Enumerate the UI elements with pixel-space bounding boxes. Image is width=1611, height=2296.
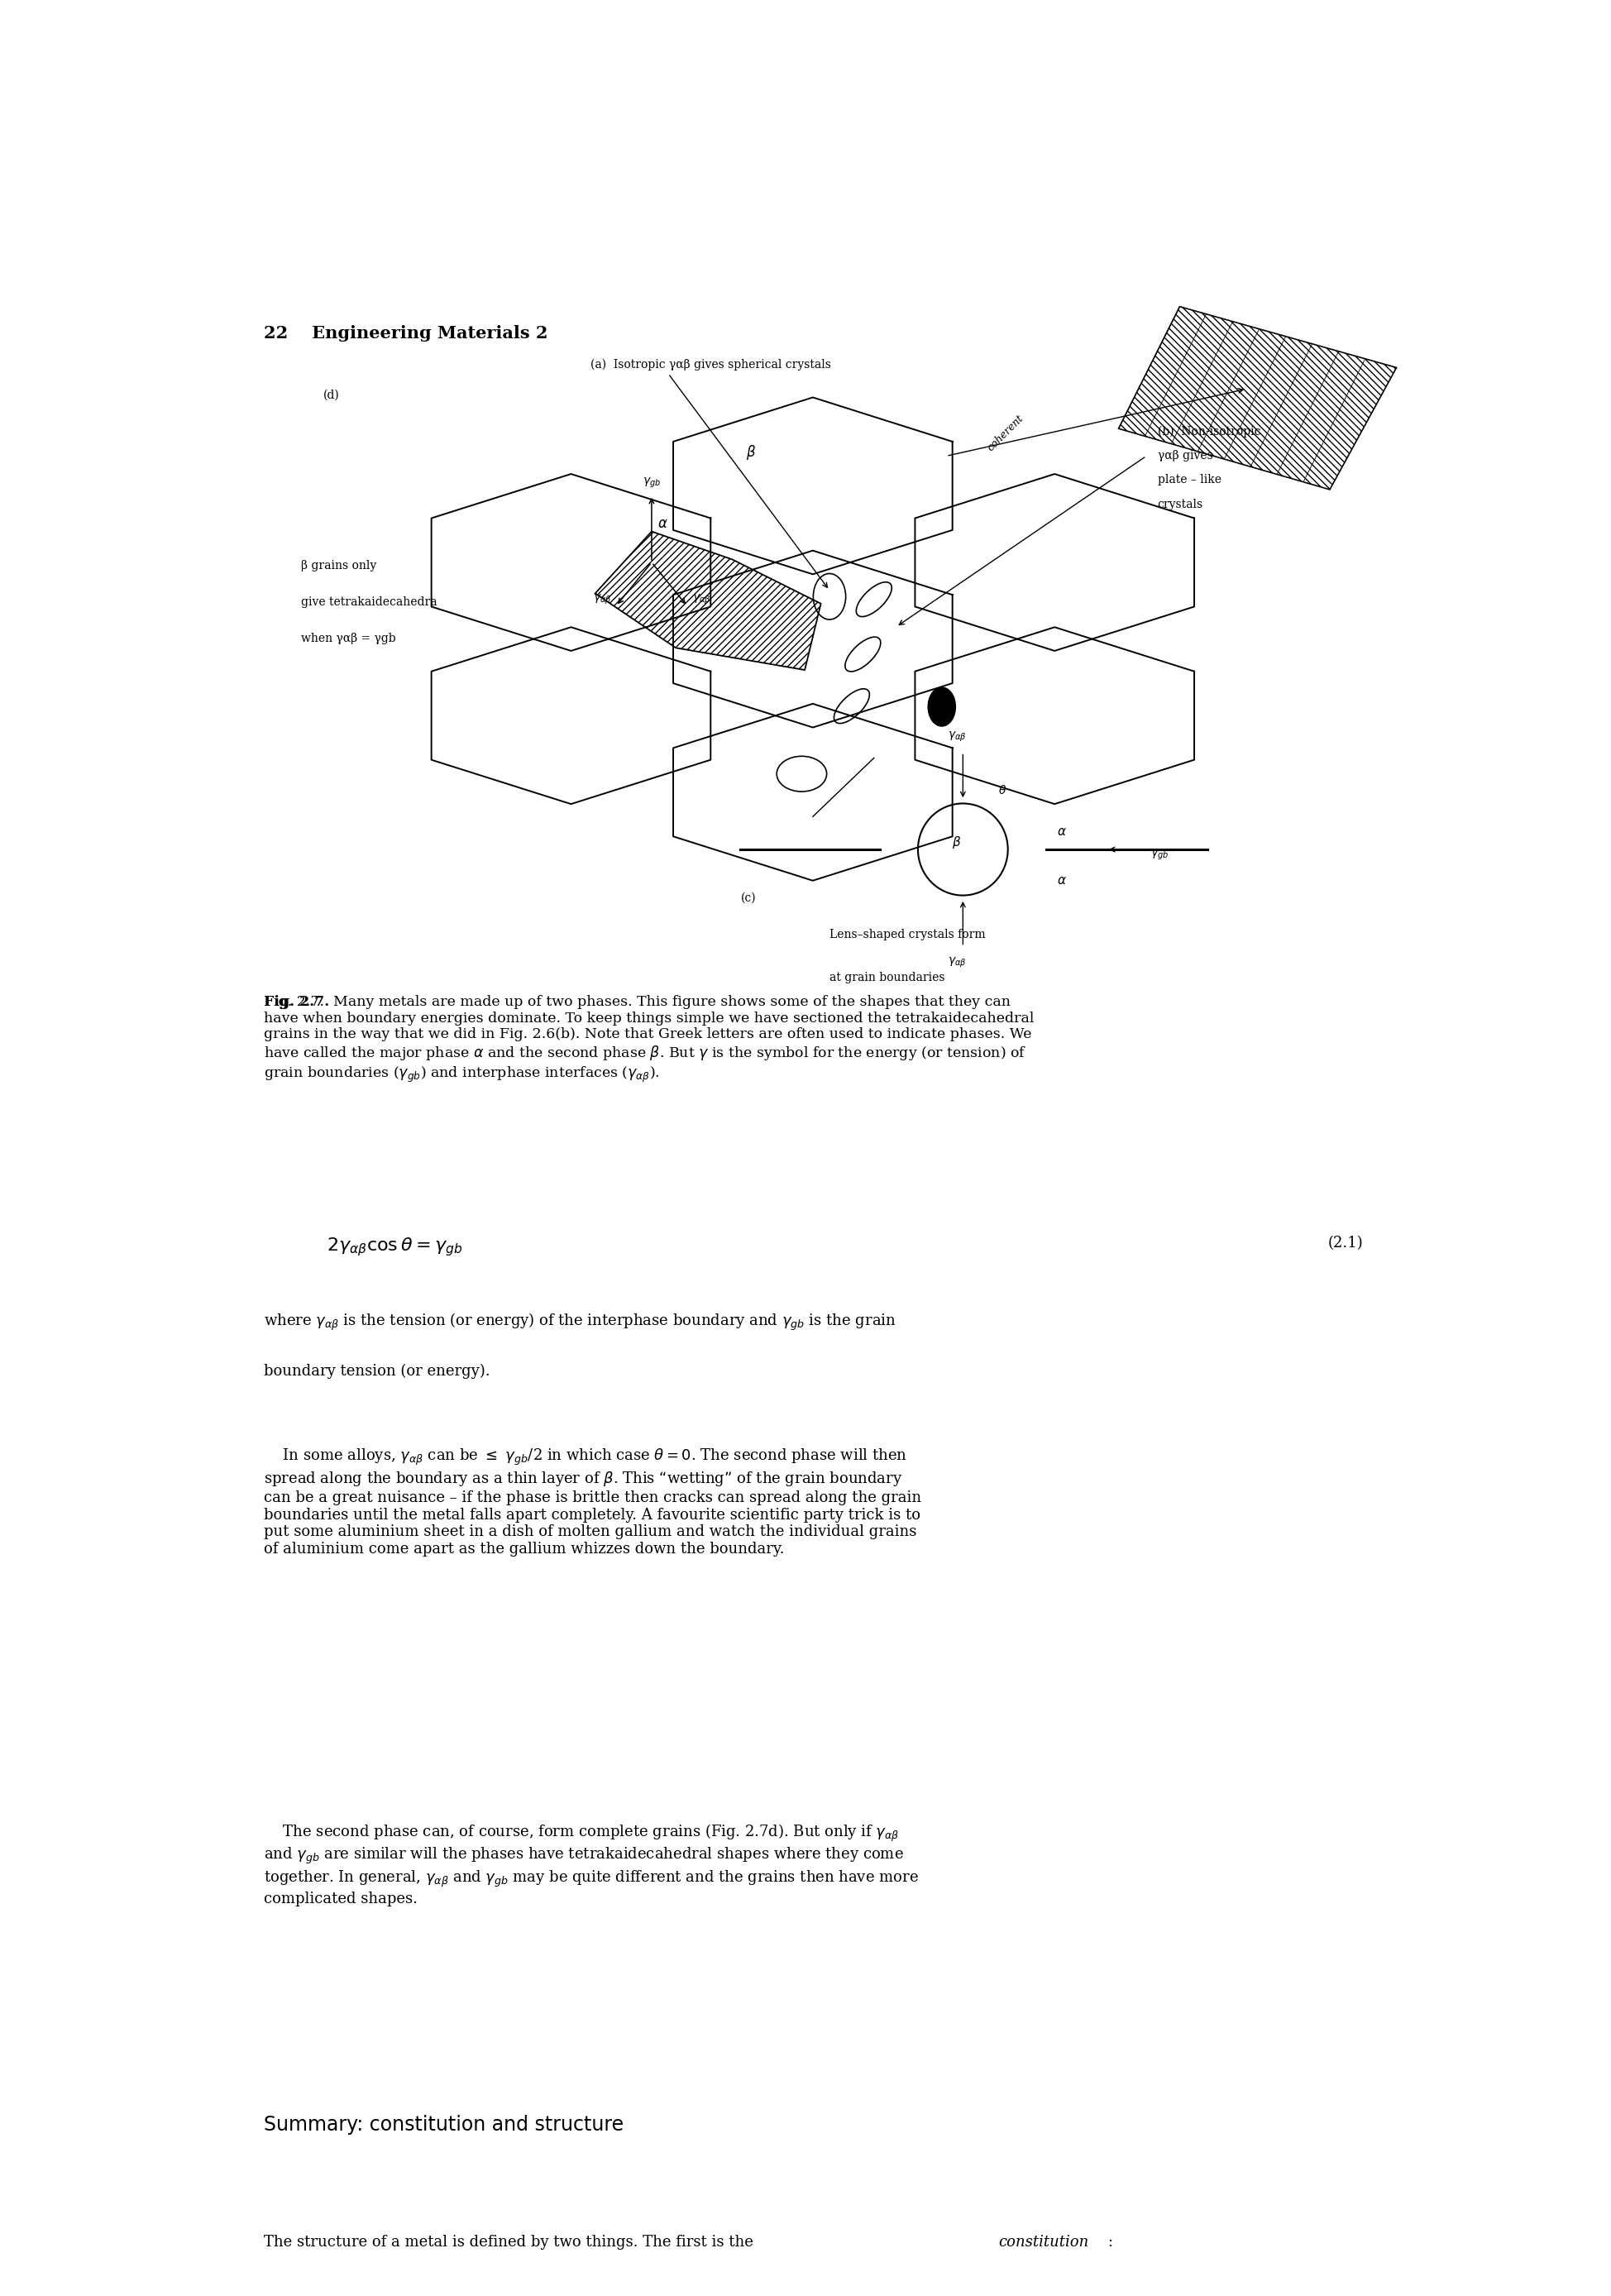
Text: 22    Engineering Materials 2: 22 Engineering Materials 2 — [264, 326, 548, 342]
Text: $\gamma_{\alpha\beta}$: $\gamma_{\alpha\beta}$ — [691, 592, 710, 606]
Circle shape — [928, 687, 955, 726]
Text: $\alpha$: $\alpha$ — [1057, 875, 1066, 886]
Text: :: : — [1107, 2234, 1112, 2250]
Text: $\gamma_{\alpha\beta}$: $\gamma_{\alpha\beta}$ — [593, 592, 611, 606]
Text: The structure of a metal is defined by two things. The first is the: The structure of a metal is defined by t… — [264, 2234, 757, 2250]
Text: (d): (d) — [324, 388, 340, 400]
Text: $\gamma_{\alpha\beta}$: $\gamma_{\alpha\beta}$ — [947, 730, 965, 744]
Text: when γαβ = γgb: when γαβ = γgb — [301, 634, 396, 645]
Text: Fig. 2.7.  Many metals are made up of two phases. This figure shows some of the : Fig. 2.7. Many metals are made up of two… — [264, 994, 1034, 1084]
Text: Fig. 2.7.: Fig. 2.7. — [264, 994, 329, 1010]
Text: $\gamma_{gb}$: $\gamma_{gb}$ — [643, 478, 661, 489]
Text: crystals: crystals — [1157, 498, 1202, 510]
Text: The second phase can, of course, form complete grains (Fig. 2.7d). But only if $: The second phase can, of course, form co… — [264, 1823, 918, 1906]
Text: where $\gamma_{\alpha\beta}$ is the tension (or energy) of the interphase bounda: where $\gamma_{\alpha\beta}$ is the tens… — [264, 1311, 896, 1332]
Text: $\alpha$: $\alpha$ — [1057, 827, 1066, 838]
Text: (2.1): (2.1) — [1327, 1235, 1363, 1251]
Text: $\alpha$: $\alpha$ — [657, 517, 667, 530]
Text: boundary tension (or energy).: boundary tension (or energy). — [264, 1364, 490, 1380]
Text: $\gamma_{\alpha\beta}$: $\gamma_{\alpha\beta}$ — [947, 955, 965, 969]
Text: Lens–shaped crystals form: Lens–shaped crystals form — [830, 928, 984, 941]
Text: $\beta$: $\beta$ — [746, 443, 756, 461]
Text: (b)  Non-isotropic: (b) Non-isotropic — [1157, 425, 1260, 439]
Text: $\theta$: $\theta$ — [997, 783, 1005, 797]
Text: at grain boundaries: at grain boundaries — [830, 971, 944, 983]
Text: γαβ gives: γαβ gives — [1157, 450, 1211, 461]
Text: Summary: constitution and structure: Summary: constitution and structure — [264, 2115, 623, 2135]
Text: constitution: constitution — [997, 2234, 1089, 2250]
Text: give tetrakaidecahedra: give tetrakaidecahedra — [301, 597, 437, 608]
Text: plate – like: plate – like — [1157, 475, 1221, 487]
Text: (a)  Isotropic γαβ gives spherical crystals: (a) Isotropic γαβ gives spherical crysta… — [590, 358, 831, 370]
Text: $\beta$: $\beta$ — [952, 833, 960, 850]
Text: $2\gamma_{\alpha\beta}\cos\theta = \gamma_{gb}$: $2\gamma_{\alpha\beta}\cos\theta = \gamm… — [325, 1235, 462, 1258]
Text: coherent: coherent — [984, 413, 1025, 452]
Text: $\gamma_{gb}$: $\gamma_{gb}$ — [1150, 847, 1168, 861]
Text: (c): (c) — [739, 893, 756, 905]
Text: β grains only: β grains only — [301, 560, 377, 572]
Text: In some alloys, $\gamma_{\alpha\beta}$ can be $\leq$ $\gamma_{gb}$/2 in which ca: In some alloys, $\gamma_{\alpha\beta}$ c… — [264, 1446, 921, 1557]
